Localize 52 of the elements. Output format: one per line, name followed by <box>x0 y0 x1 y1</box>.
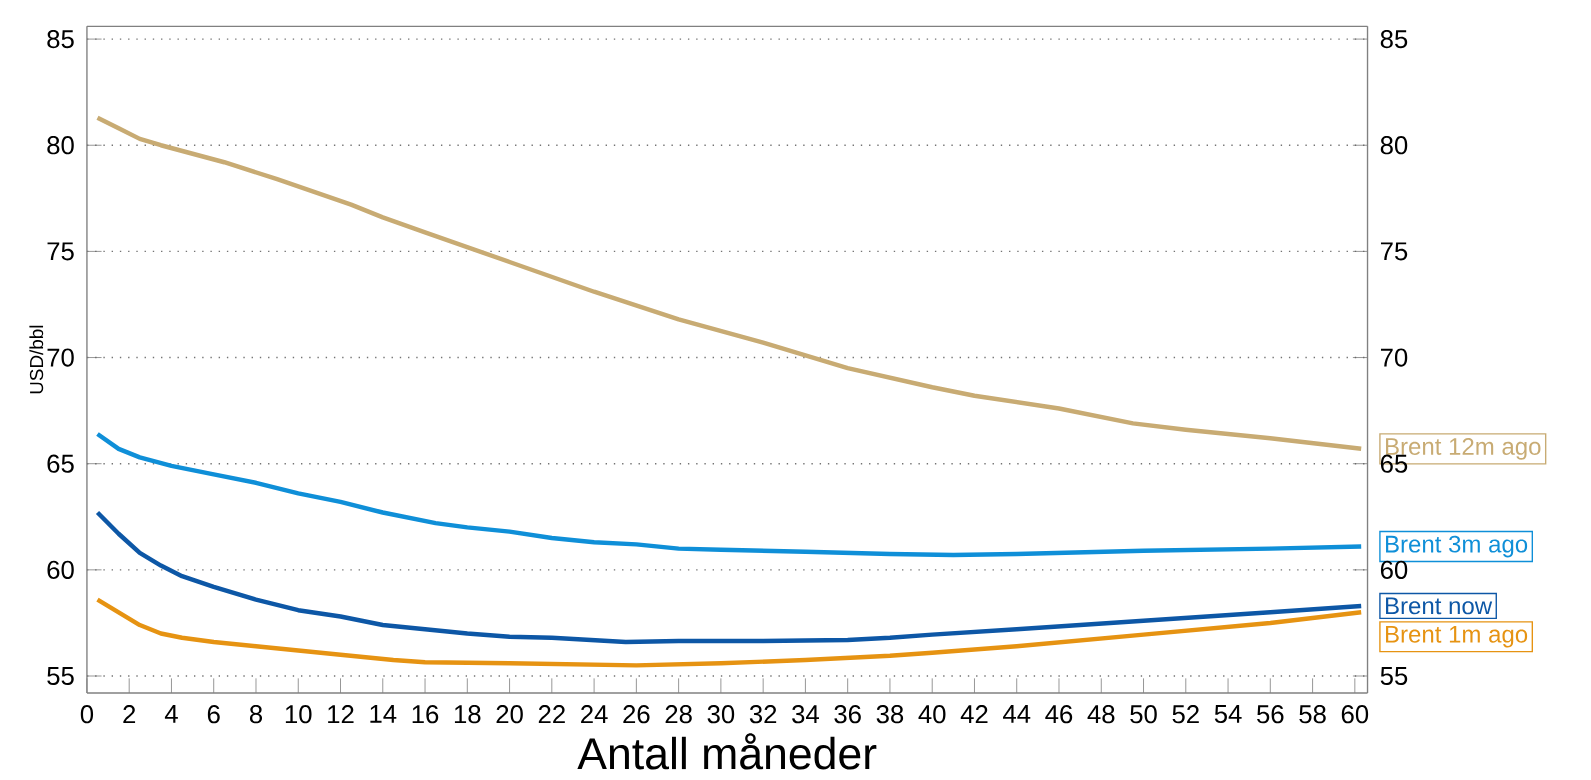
line-series <box>95 510 1364 645</box>
x-tick-label: 52 <box>1172 705 1199 724</box>
x-tick-label: 18 <box>454 705 481 724</box>
x-tick-label: 38 <box>876 705 904 724</box>
x-tick-label: 14 <box>370 705 397 723</box>
x-tick-label: 12 <box>328 705 354 724</box>
x-tick-label: 54 <box>1214 705 1242 724</box>
x-tick-label: 42 <box>960 705 988 724</box>
y2-tick-label: 70 <box>1380 348 1408 367</box>
x-tick-label: 36 <box>834 705 861 724</box>
y-tick-label: 85 <box>47 30 74 49</box>
x-tick-label: 2 <box>123 705 136 724</box>
y-tick-label: 55 <box>47 667 74 686</box>
y2-tick-label: 80 <box>1380 136 1408 155</box>
x-tick-label: 56 <box>1257 705 1284 724</box>
y-tick-label: 70 <box>47 348 74 367</box>
y-tick-label: 75 <box>47 242 74 261</box>
y2-tick-label: 55 <box>1380 667 1408 686</box>
x-tick-label: 22 <box>538 705 565 724</box>
x-tick-label: 60 <box>1341 705 1369 724</box>
x-tick-label: 16 <box>412 705 439 724</box>
y-tick-label: 65 <box>47 454 74 473</box>
x-tick-label: 24 <box>581 705 608 724</box>
y2-tick-label: 85 <box>1380 30 1408 49</box>
x-tick-label: 44 <box>1003 705 1031 723</box>
x-tick-label: 50 <box>1130 705 1157 724</box>
y-tick-label: 60 <box>47 560 74 580</box>
y2-tick-label: 60 <box>1380 560 1408 580</box>
series-label: Brent now <box>1386 597 1493 615</box>
x-tick-label: 4 <box>164 705 178 723</box>
x-tick-label: 32 <box>749 705 777 724</box>
line-series <box>95 431 1364 558</box>
y2-tick-label: 75 <box>1380 242 1408 261</box>
x-tick-label: 48 <box>1087 705 1115 724</box>
x-tick-label: 20 <box>496 705 523 724</box>
series-label: Brent 3m ago <box>1386 535 1528 558</box>
series-label: Brent 1m ago <box>1386 626 1528 648</box>
x-tick-label: 26 <box>623 705 650 724</box>
x-tick-label: 28 <box>665 705 692 724</box>
x-tick-label: 8 <box>249 705 263 724</box>
line-series <box>95 115 1364 452</box>
x-tick-label: 30 <box>707 705 735 724</box>
x-tick-label: 0 <box>80 705 94 724</box>
y-axis-title: USD/bbl <box>29 325 44 394</box>
x-tick-label: 34 <box>792 705 819 724</box>
x-tick-label: 6 <box>207 705 220 724</box>
x-tick-label: 40 <box>918 705 946 724</box>
x-tick-label: 10 <box>285 705 312 724</box>
x-tick-label: 58 <box>1299 705 1326 724</box>
x-axis-title: Antall måneder <box>577 733 877 770</box>
x-tick-label: 46 <box>1045 705 1073 724</box>
y-tick-label: 80 <box>47 136 74 155</box>
